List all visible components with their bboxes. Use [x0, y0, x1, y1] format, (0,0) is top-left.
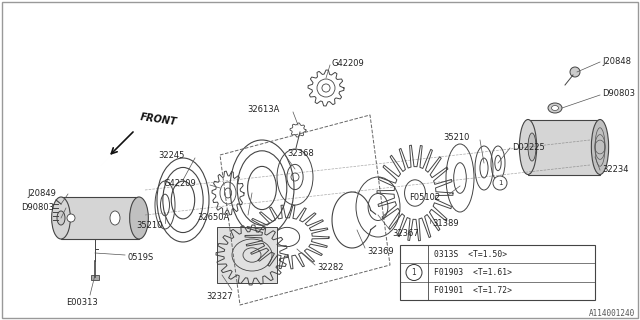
Bar — [217, 227, 277, 283]
Circle shape — [493, 176, 507, 190]
Text: 0519S: 0519S — [127, 252, 153, 261]
Text: 0313S  <T=1.50>: 0313S <T=1.50> — [434, 250, 507, 259]
Text: 32650A: 32650A — [198, 213, 230, 222]
Text: G42209: G42209 — [332, 59, 365, 68]
Text: 32368: 32368 — [287, 148, 314, 157]
Text: 32327: 32327 — [207, 292, 234, 301]
Ellipse shape — [130, 197, 148, 239]
Bar — [528, 119, 600, 174]
Text: D90803: D90803 — [602, 90, 635, 99]
Text: FRONT: FRONT — [140, 112, 178, 127]
Text: D90803: D90803 — [21, 204, 54, 212]
Ellipse shape — [57, 211, 65, 225]
Text: 32245: 32245 — [159, 151, 185, 161]
Text: E00313: E00313 — [66, 298, 98, 307]
Bar — [400, 245, 595, 300]
Circle shape — [570, 67, 580, 77]
Text: D02225: D02225 — [512, 142, 545, 151]
Text: 1: 1 — [412, 268, 417, 277]
Text: 31389: 31389 — [432, 219, 459, 228]
Text: A114001240: A114001240 — [589, 309, 635, 318]
Bar — [61, 197, 139, 239]
Text: G42209: G42209 — [163, 180, 196, 188]
Text: 32367: 32367 — [392, 228, 419, 237]
Text: F01901  <T=1.72>: F01901 <T=1.72> — [434, 286, 512, 295]
Text: 32282: 32282 — [317, 262, 344, 271]
Text: 35210: 35210 — [136, 220, 163, 229]
Text: 32613A: 32613A — [248, 106, 280, 115]
Ellipse shape — [528, 133, 536, 161]
Text: 1: 1 — [498, 180, 502, 186]
Ellipse shape — [52, 197, 70, 239]
Ellipse shape — [552, 106, 559, 110]
Text: J20848: J20848 — [602, 57, 631, 66]
Text: 32369: 32369 — [367, 246, 394, 255]
Text: 35210: 35210 — [444, 132, 470, 141]
Text: F01903  <T=1.61>: F01903 <T=1.61> — [434, 268, 512, 277]
Circle shape — [406, 265, 422, 281]
Ellipse shape — [520, 119, 536, 174]
Ellipse shape — [110, 211, 120, 225]
Text: J20849: J20849 — [27, 188, 56, 197]
Circle shape — [67, 214, 75, 222]
Ellipse shape — [591, 119, 609, 174]
Bar — [91, 275, 99, 280]
Text: F05102: F05102 — [409, 193, 440, 202]
Ellipse shape — [548, 103, 562, 113]
Text: 32234: 32234 — [602, 164, 628, 173]
